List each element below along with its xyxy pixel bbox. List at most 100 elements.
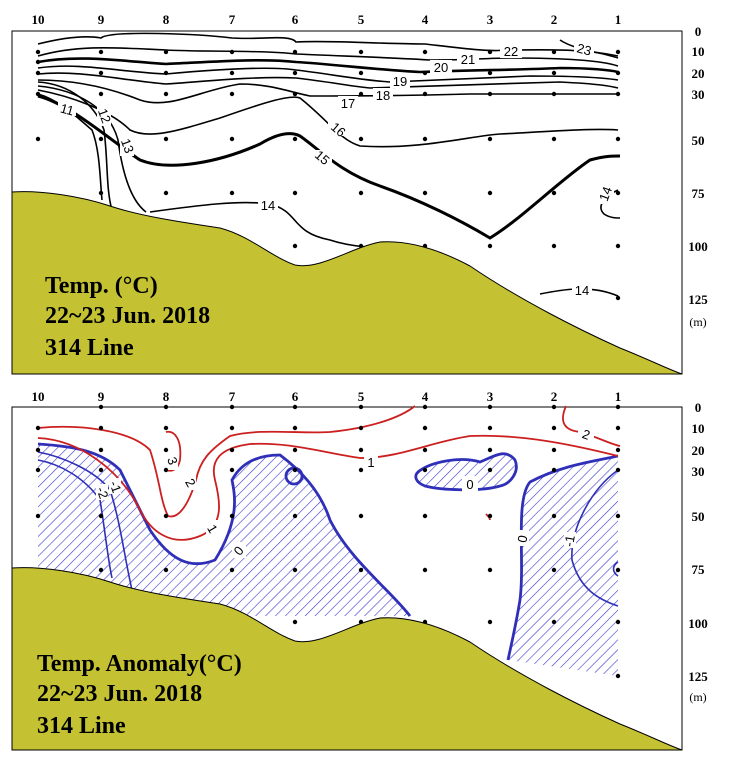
depth-tick: 50 [692,509,705,524]
depth-tick: 30 [692,464,705,479]
station-labels: 10 9 8 7 6 5 4 3 2 1 [32,389,622,404]
contour-label: -1 [106,479,124,495]
sea-bottom [11,567,683,751]
depth-tick: 125 [688,292,708,307]
sample-dots [35,49,621,301]
anomaly-1-line [37,434,619,541]
contour-label: 11 [59,101,76,119]
depth-tick: 20 [692,443,705,458]
station-label: 9 [98,389,105,404]
contour-label: 19 [393,74,407,89]
sea-bottom [11,191,683,375]
depth-tick: 50 [692,133,705,148]
depth-tick: 10 [692,421,705,436]
title-line: 22~23 Jun. 2018 [37,681,202,707]
title-line: 314 Line [37,713,126,739]
anomaly-2-line [37,405,416,518]
depth-tick: 10 [692,44,705,59]
contour-label: 0 [466,477,473,492]
isotherm-19 [37,65,619,83]
zero-line-circle [284,466,304,486]
depth-tick: 0 [695,24,702,39]
contour-label: 13 [118,136,137,155]
minus1-line-east [571,469,619,607]
isotherm-20 [37,57,619,74]
contour-label: 14 [575,283,589,298]
depth-tick: 75 [692,562,706,577]
title-line: 22~23 Jun. 2018 [45,303,210,329]
negative-anomaly-regions [38,444,618,676]
station-label: 5 [358,12,365,27]
negative-region-west [38,444,410,616]
depth-labels: 0 10 20 30 50 75 100 125 (m) [688,400,708,704]
contour-label: 12 [95,106,114,125]
contour-label: -1 [561,534,578,548]
depth-tick: 30 [692,87,705,102]
depth-unit: (m) [689,315,706,329]
sample-dots [35,404,621,679]
contour-label: 20 [434,60,448,75]
depth-tick: 100 [688,239,708,254]
station-label: 7 [229,389,236,404]
temperature-contours [37,32,621,297]
contour-label: 21 [461,52,475,67]
station-label: 10 [32,12,45,27]
negative-contours [37,442,619,661]
station-label: 6 [292,12,299,27]
isotherm-12 [37,81,113,211]
station-label: 6 [292,389,299,404]
contour-labels: 3 2 1 1 2 0 0 0 -1 -2 -1 [93,426,592,558]
depth-unit: (m) [689,690,706,704]
station-labels: 10 9 8 7 6 5 4 3 2 1 [32,12,622,27]
isotherm-21 [37,46,619,67]
title-line: Temp. (°C) [45,273,158,299]
station-label: 3 [487,12,494,27]
panel-title: Temp. (°C) 22~23 Jun. 2018 314 Line [45,273,210,361]
contour-label-boxes [96,426,594,558]
depth-tick: 0 [695,400,702,415]
contour-label-boxes [58,42,614,297]
contour-label: 14 [596,184,615,203]
contour-label: 14 [261,198,275,213]
contour-label: 2 [580,426,592,443]
station-label: 9 [98,12,105,27]
negative-region-east [508,456,618,676]
depth-tick: 100 [688,616,708,631]
anomaly-3-line [165,430,182,472]
isotherm-11 [37,93,103,201]
zero-line-small [414,452,518,492]
station-label: 3 [487,389,494,404]
contour-label: 1 [367,455,374,470]
contour-labels: 23 22 21 20 19 18 17 16 15 14 14 14 13 1… [59,40,615,298]
depth-tick: 20 [692,66,705,81]
title-line: 314 Line [45,335,134,361]
isotherm-15 [37,94,621,240]
station-label: 8 [163,389,170,404]
depth-tick: 75 [692,186,706,201]
contour-label: 22 [504,44,518,59]
isotherm-17 [37,79,618,104]
positive-contours [37,405,621,541]
temperature-panel: 10 9 8 7 6 5 4 3 2 1 0 10 20 30 50 75 10… [11,12,708,375]
station-label: 1 [615,389,622,404]
panel-title: Temp. Anomaly(°C) 22~23 Jun. 2018 314 Li… [37,651,242,739]
depth-tick: 125 [688,669,708,684]
isotherm-16 [37,89,619,148]
station-label: 7 [229,12,236,27]
depth-labels: 0 10 20 30 50 75 100 125 (m) [688,24,708,329]
station-label: 2 [551,389,558,404]
contour-label: 0 [514,534,530,544]
isotherm-18 [37,72,619,89]
station-label: 5 [358,389,365,404]
station-label: 4 [422,389,429,404]
station-label: 2 [551,12,558,27]
station-label: 10 [32,389,45,404]
zero-line-west [37,442,412,617]
anomaly-panel: 10 9 8 7 6 5 4 3 2 1 0 10 20 30 50 75 10… [11,389,708,751]
station-label: 1 [615,12,622,27]
contour-label: 3 [164,455,181,467]
contour-label: 23 [575,40,593,58]
station-label: 8 [163,12,170,27]
contour-label: 17 [341,96,355,111]
